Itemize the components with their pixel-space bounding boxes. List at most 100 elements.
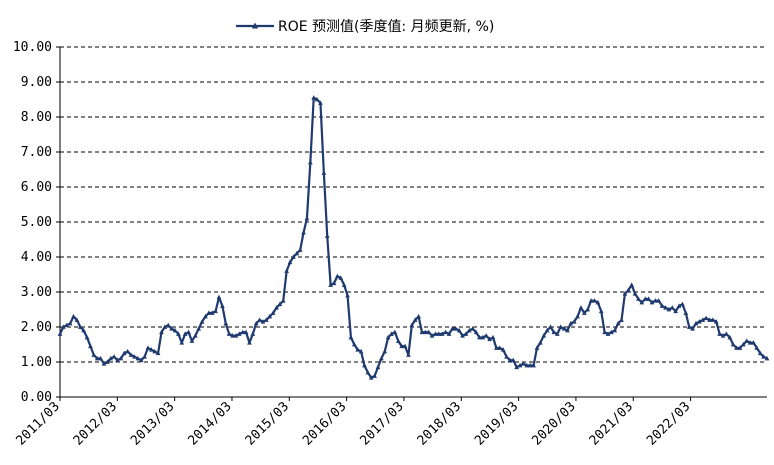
data-point (169, 326, 174, 331)
x-tick-label: 2021/03 (587, 399, 636, 448)
data-point (382, 348, 388, 354)
data-point (247, 340, 252, 345)
legend-label: ROE 预测值(季度值: 月频更新, %) (278, 19, 494, 35)
data-point (189, 338, 195, 343)
data-point (101, 361, 107, 366)
data-point (578, 305, 584, 310)
y-tick-label: 3.00 (21, 285, 52, 300)
data-point (697, 319, 702, 324)
data-point (453, 326, 459, 331)
data-point (379, 355, 384, 361)
data-point (439, 331, 445, 336)
data-point (487, 336, 492, 342)
y-tick-label: 8.00 (21, 110, 52, 125)
data-point (517, 362, 523, 368)
data-point (700, 317, 706, 322)
data-point (264, 317, 269, 322)
data-point (653, 298, 658, 303)
data-point (399, 343, 405, 349)
data-point (659, 303, 665, 308)
data-point (203, 313, 208, 319)
data-point (548, 324, 553, 329)
data-point (463, 331, 469, 336)
data-point (456, 327, 462, 333)
data-point (720, 333, 726, 338)
y-tick-label: 1.00 (21, 355, 52, 370)
y-tick-label: 10.00 (13, 40, 52, 55)
data-point (392, 329, 398, 335)
data-point (690, 326, 695, 331)
data-point (74, 317, 80, 322)
data-point (477, 334, 482, 340)
data-point (669, 305, 675, 310)
data-point (128, 352, 134, 357)
y-tick-label: 2.00 (21, 320, 52, 335)
data-point (372, 373, 377, 378)
data-point (230, 333, 235, 338)
data-point (121, 350, 127, 356)
data-point (395, 338, 401, 343)
data-point (561, 326, 567, 331)
data-point (250, 331, 256, 336)
data-point (84, 334, 90, 340)
data-point (152, 348, 158, 354)
data-point (148, 347, 154, 352)
data-point (534, 345, 540, 350)
data-point (538, 340, 543, 345)
data-point (385, 334, 391, 340)
data-point (328, 282, 333, 287)
data-point (429, 333, 435, 338)
data-point (402, 343, 408, 349)
data-point (365, 369, 371, 375)
data-point (240, 329, 246, 335)
data-point (236, 331, 242, 336)
data-point (409, 322, 415, 328)
data-point (436, 331, 442, 336)
data-point (98, 355, 103, 361)
data-point (629, 282, 635, 287)
data-point (744, 338, 750, 343)
data-point (270, 310, 276, 315)
data-point (480, 334, 486, 340)
data-point (592, 298, 597, 303)
data-point (673, 308, 679, 314)
data-point (111, 354, 117, 359)
data-point (331, 280, 337, 286)
data-point (497, 345, 503, 350)
data-point (287, 259, 293, 265)
data-point (91, 352, 97, 357)
data-point (192, 333, 198, 338)
data-point (94, 355, 100, 361)
data-point (656, 298, 662, 303)
data-point (740, 341, 746, 347)
x-tick-label: 2011/03 (13, 399, 62, 448)
data-point (473, 329, 479, 335)
data-point (683, 310, 689, 315)
data-point (588, 298, 594, 303)
data-point (186, 329, 191, 335)
y-tick-label: 5.00 (21, 215, 52, 230)
data-point (460, 333, 465, 338)
x-tick-label: 2015/03 (243, 399, 292, 448)
data-point (558, 324, 563, 329)
data-point (280, 298, 286, 303)
data-point (355, 347, 361, 352)
data-point (521, 361, 526, 366)
data-point (730, 341, 736, 347)
data-point (172, 327, 178, 333)
data-point (314, 96, 320, 102)
data-point (233, 333, 239, 338)
data-point (747, 340, 753, 345)
data-point (351, 341, 357, 347)
data-point (253, 320, 259, 326)
data-point (426, 329, 432, 335)
data-point (565, 327, 570, 333)
y-tick-label: 0.00 (21, 390, 52, 405)
data-point (176, 331, 181, 336)
data-point (466, 327, 472, 333)
data-point (260, 319, 266, 324)
x-tick-label: 2022/03 (644, 399, 693, 448)
data-point (507, 357, 513, 363)
series-line (59, 96, 768, 379)
data-point (500, 347, 506, 352)
